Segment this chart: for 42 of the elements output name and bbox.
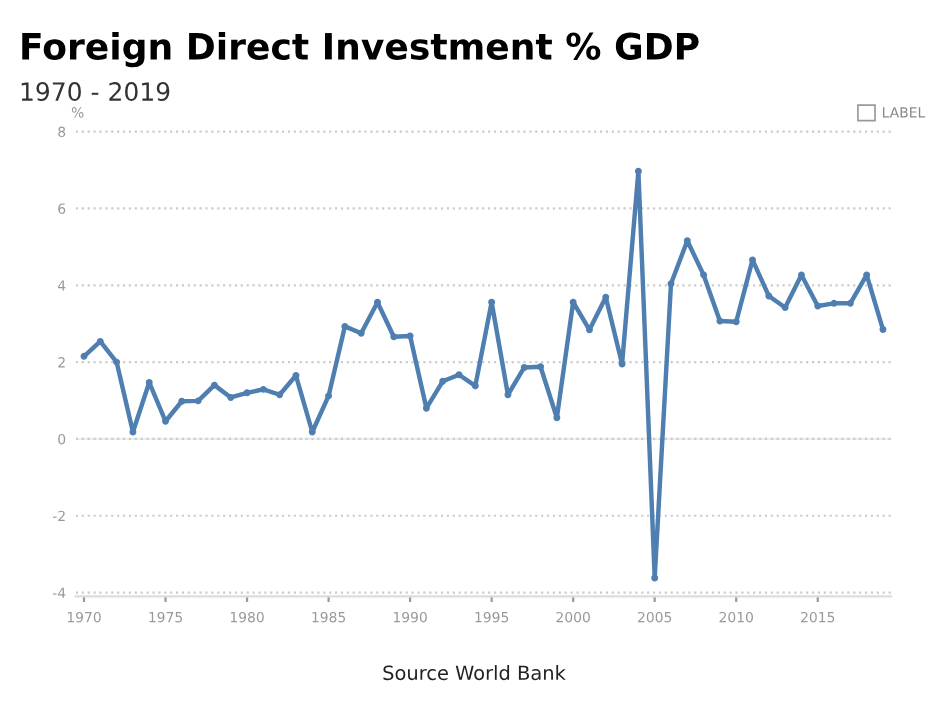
point — [455, 371, 463, 379]
point — [569, 298, 577, 306]
point — [357, 329, 365, 337]
chart-title: Foreign Direct Investment % GDP — [22, 31, 699, 68]
point — [113, 358, 121, 366]
point — [602, 293, 610, 301]
point — [765, 292, 773, 300]
point — [618, 360, 626, 368]
point — [846, 299, 854, 307]
point — [504, 391, 512, 399]
point — [716, 317, 724, 325]
point — [80, 352, 88, 360]
point — [227, 393, 235, 401]
point — [651, 574, 659, 582]
point — [537, 363, 545, 371]
point — [259, 385, 267, 393]
point — [243, 389, 251, 397]
point — [210, 381, 218, 389]
point — [308, 428, 316, 436]
point — [145, 378, 153, 386]
point — [341, 322, 349, 330]
point — [634, 167, 642, 175]
source-note: Source World Bank — [383, 665, 566, 681]
point — [830, 299, 838, 307]
point — [178, 397, 186, 405]
point — [732, 318, 740, 326]
point — [325, 392, 333, 400]
point — [520, 364, 528, 371]
point — [814, 302, 822, 310]
point — [879, 325, 887, 333]
point — [276, 391, 284, 399]
point — [781, 304, 789, 312]
point — [406, 332, 414, 340]
point — [439, 377, 447, 385]
point — [667, 280, 675, 288]
point — [96, 337, 104, 345]
chart-subtitle: 1970 - 2019 — [21, 82, 170, 101]
point — [488, 298, 496, 306]
point — [194, 397, 202, 405]
point — [390, 333, 398, 341]
point — [553, 414, 561, 422]
point — [700, 271, 708, 279]
